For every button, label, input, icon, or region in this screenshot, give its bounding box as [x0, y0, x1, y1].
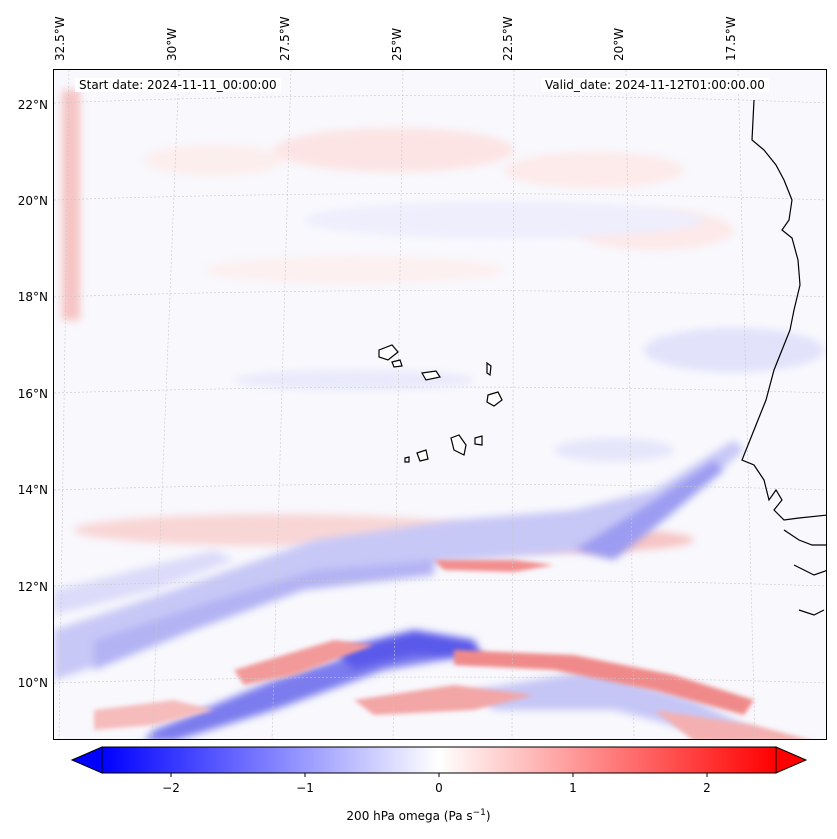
colorbar-tick-minus1: −1: [296, 781, 314, 795]
lat-label-18n: 18°N: [17, 290, 48, 304]
colorbar-gradient: [101, 746, 777, 774]
colorbar-high-extend: [775, 746, 808, 774]
colorbar-label: 200 hPa omega (Pa s−1): [0, 808, 837, 823]
colorbar-tick-1: 1: [569, 781, 577, 795]
positive-omega-south: [94, 560, 807, 739]
omega-field: [54, 70, 826, 739]
start-date-label: Start date: 2024-11-11_00:00:00: [75, 78, 281, 92]
lat-label-16n: 16°N: [17, 387, 48, 401]
colorbar-ticks: [170, 773, 708, 777]
lat-label-20n: 20°N: [17, 194, 48, 208]
coastline: [741, 99, 826, 616]
lat-label-22n: 22°N: [17, 98, 48, 112]
colorbar: [70, 746, 808, 777]
lon-label-20w: 20°W: [612, 27, 626, 61]
lat-label-14n: 14°N: [17, 483, 48, 497]
colorbar-label-end: ): [485, 809, 491, 823]
colorbar-label-text: 200 hPa omega (Pa s: [346, 809, 473, 823]
lon-label-32-5w: 32.5°W: [53, 16, 67, 61]
colorbar-tick-minus2: −2: [162, 781, 180, 795]
lon-label-22-5w: 22.5°W: [501, 16, 515, 61]
lon-label-30w: 30°W: [165, 27, 179, 61]
lon-label-27-5w: 27.5°W: [278, 16, 292, 61]
colorbar-tick-0: 0: [435, 781, 443, 795]
omega-map: [53, 69, 827, 740]
valid-date-label: Valid_date: 2024-11-12T01:00:00.00: [541, 78, 769, 92]
lat-label-10n: 10°N: [17, 676, 48, 690]
lon-label-17-5w: 17.5°W: [724, 16, 738, 61]
lat-label-12n: 12°N: [17, 580, 48, 594]
cape-verde-islands: [378, 344, 503, 463]
colorbar-low-extend: [70, 746, 103, 774]
negative-omega-north: [234, 202, 824, 462]
lon-label-25w: 25°W: [390, 27, 404, 61]
positive-omega-north: [62, 90, 734, 552]
colorbar-tick-2: 2: [703, 781, 711, 795]
colorbar-label-sup: −1: [472, 808, 486, 818]
